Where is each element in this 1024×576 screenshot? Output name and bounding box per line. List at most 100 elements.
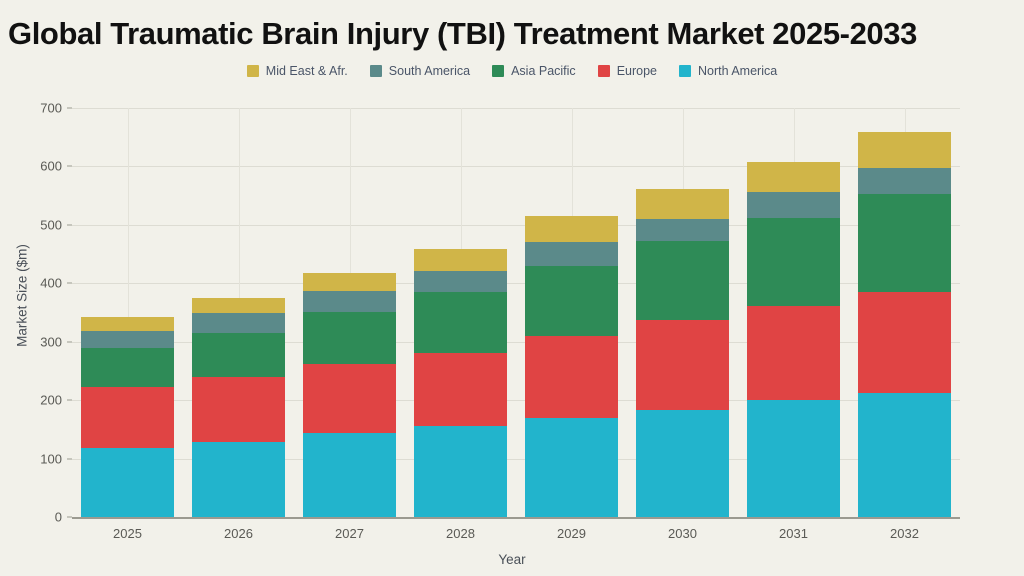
bar-segment-mid-east-afr-2032[interactable]: [857, 131, 952, 168]
y-tick-mark: [67, 399, 72, 401]
bar-stack-2031[interactable]: [746, 162, 841, 517]
x-tick-label: 2028: [446, 526, 475, 541]
y-gridline: [72, 224, 960, 226]
y-gridline: [72, 283, 960, 285]
y-tick-mark: [67, 516, 72, 518]
y-gridline: [72, 108, 960, 109]
bar-stack-2025[interactable]: [80, 316, 175, 517]
bar-segment-south-america-2029[interactable]: [524, 241, 619, 266]
y-gridline: [72, 400, 960, 402]
bar-stack-2027[interactable]: [302, 272, 397, 517]
x-axis-title: Year: [498, 552, 526, 567]
chart-title: Global Traumatic Brain Injury (TBI) Trea…: [8, 16, 917, 51]
legend-label: South America: [388, 64, 471, 78]
bar-stack-2030[interactable]: [635, 188, 730, 517]
bar-segment-europe-2027[interactable]: [302, 363, 397, 433]
y-gridline: [72, 458, 960, 460]
legend-item-south-america[interactable]: South America: [369, 64, 471, 78]
y-tick-mark: [67, 341, 72, 343]
x-tick-label: 2031: [779, 526, 808, 541]
y-tick-label: 600: [40, 158, 62, 174]
bar-segment-europe-2026[interactable]: [191, 376, 286, 442]
bar-segment-europe-2028[interactable]: [413, 352, 508, 427]
bar-stack-2026[interactable]: [191, 297, 286, 517]
y-tick-label: 300: [40, 334, 62, 350]
bar-segment-europe-2030[interactable]: [635, 320, 730, 411]
bar-segment-europe-2029[interactable]: [524, 336, 619, 418]
bar-segment-north-america-2028[interactable]: [413, 426, 508, 517]
bar-segment-asia-pacific-2030[interactable]: [635, 240, 730, 321]
bar-segment-mid-east-afr-2027[interactable]: [302, 272, 397, 291]
bar-segment-asia-pacific-2032[interactable]: [857, 193, 952, 293]
bar-segment-mid-east-afr-2025[interactable]: [80, 316, 175, 331]
bar-segment-mid-east-afr-2026[interactable]: [191, 297, 286, 313]
bar-segment-asia-pacific-2031[interactable]: [746, 218, 841, 306]
legend-swatch-icon: [246, 65, 259, 77]
y-tick-label: 100: [40, 451, 62, 467]
y-tick-mark: [67, 458, 72, 460]
legend-item-europe[interactable]: Europe: [597, 64, 657, 78]
bar-segment-north-america-2032[interactable]: [857, 393, 952, 517]
bar-segment-europe-2032[interactable]: [857, 292, 952, 394]
legend-item-north-america[interactable]: North America: [679, 64, 777, 78]
legend-label: North America: [698, 64, 778, 78]
x-tick-label: 2030: [668, 526, 697, 541]
y-tick-mark: [67, 224, 72, 226]
y-tick-label: 400: [40, 275, 62, 291]
bar-segment-north-america-2030[interactable]: [635, 410, 730, 517]
plot-area: [72, 108, 960, 518]
y-tick-label: 0: [54, 509, 62, 525]
bar-segment-mid-east-afr-2029[interactable]: [524, 216, 619, 242]
bar-segment-mid-east-afr-2030[interactable]: [635, 188, 730, 220]
bar-segment-asia-pacific-2028[interactable]: [413, 292, 508, 353]
bar-segment-south-america-2028[interactable]: [413, 271, 508, 293]
x-axis-line: [72, 517, 960, 519]
bar-segment-south-america-2032[interactable]: [857, 167, 952, 194]
legend-swatch-icon: [679, 65, 691, 77]
bar-segment-north-america-2025[interactable]: [80, 448, 175, 517]
bar-segment-mid-east-afr-2031[interactable]: [746, 162, 841, 193]
y-tick-label: 700: [40, 100, 62, 116]
legend-label: Europe: [616, 64, 657, 78]
bar-segment-asia-pacific-2027[interactable]: [302, 311, 397, 364]
y-tick-label: 200: [40, 392, 62, 408]
x-tick-label: 2026: [224, 526, 253, 541]
legend-label: Mid East & Afr.: [265, 64, 348, 78]
legend-swatch-icon: [369, 65, 382, 77]
legend-item-mid-east-afr[interactable]: Mid East & Afr.: [246, 64, 348, 78]
bar-segment-north-america-2031[interactable]: [746, 400, 841, 517]
legend-label: Asia Pacific: [511, 64, 576, 78]
y-axis-title: Market Size ($m): [14, 244, 30, 347]
y-tick-mark: [67, 282, 72, 284]
bar-segment-asia-pacific-2026[interactable]: [191, 332, 286, 377]
y-gridline: [72, 341, 960, 343]
bar-segment-north-america-2027[interactable]: [302, 432, 397, 517]
bar-segment-south-america-2027[interactable]: [302, 290, 397, 312]
bar-segment-north-america-2026[interactable]: [191, 441, 286, 517]
bar-segment-europe-2031[interactable]: [746, 305, 841, 401]
bar-segment-europe-2025[interactable]: [80, 387, 175, 449]
x-tick-label: 2025: [113, 526, 142, 541]
bar-segment-south-america-2025[interactable]: [80, 330, 175, 348]
chart-legend: Mid East & Afr. South America Asia Pacific…: [0, 64, 1024, 78]
y-tick-mark: [67, 107, 72, 109]
bar-segment-south-america-2026[interactable]: [191, 312, 286, 333]
x-tick-label: 2032: [890, 526, 919, 541]
bar-segment-mid-east-afr-2028[interactable]: [413, 248, 508, 272]
legend-swatch-icon: [597, 65, 610, 77]
bar-stack-2028[interactable]: [413, 248, 508, 517]
y-tick-mark: [67, 165, 72, 167]
x-gridline: [127, 108, 129, 517]
x-tick-label: 2027: [335, 526, 364, 541]
bar-stack-2032[interactable]: [857, 131, 952, 517]
bar-segment-asia-pacific-2029[interactable]: [524, 265, 619, 337]
legend-item-asia-pacific[interactable]: Asia Pacific: [492, 64, 576, 78]
y-gridline: [72, 166, 960, 168]
bar-stack-2029[interactable]: [524, 216, 619, 517]
bar-segment-south-america-2031[interactable]: [746, 192, 841, 219]
bar-segment-asia-pacific-2025[interactable]: [80, 347, 175, 388]
x-tick-label: 2029: [557, 526, 586, 541]
bar-segment-north-america-2029[interactable]: [524, 417, 619, 517]
bar-segment-south-america-2030[interactable]: [635, 219, 730, 241]
